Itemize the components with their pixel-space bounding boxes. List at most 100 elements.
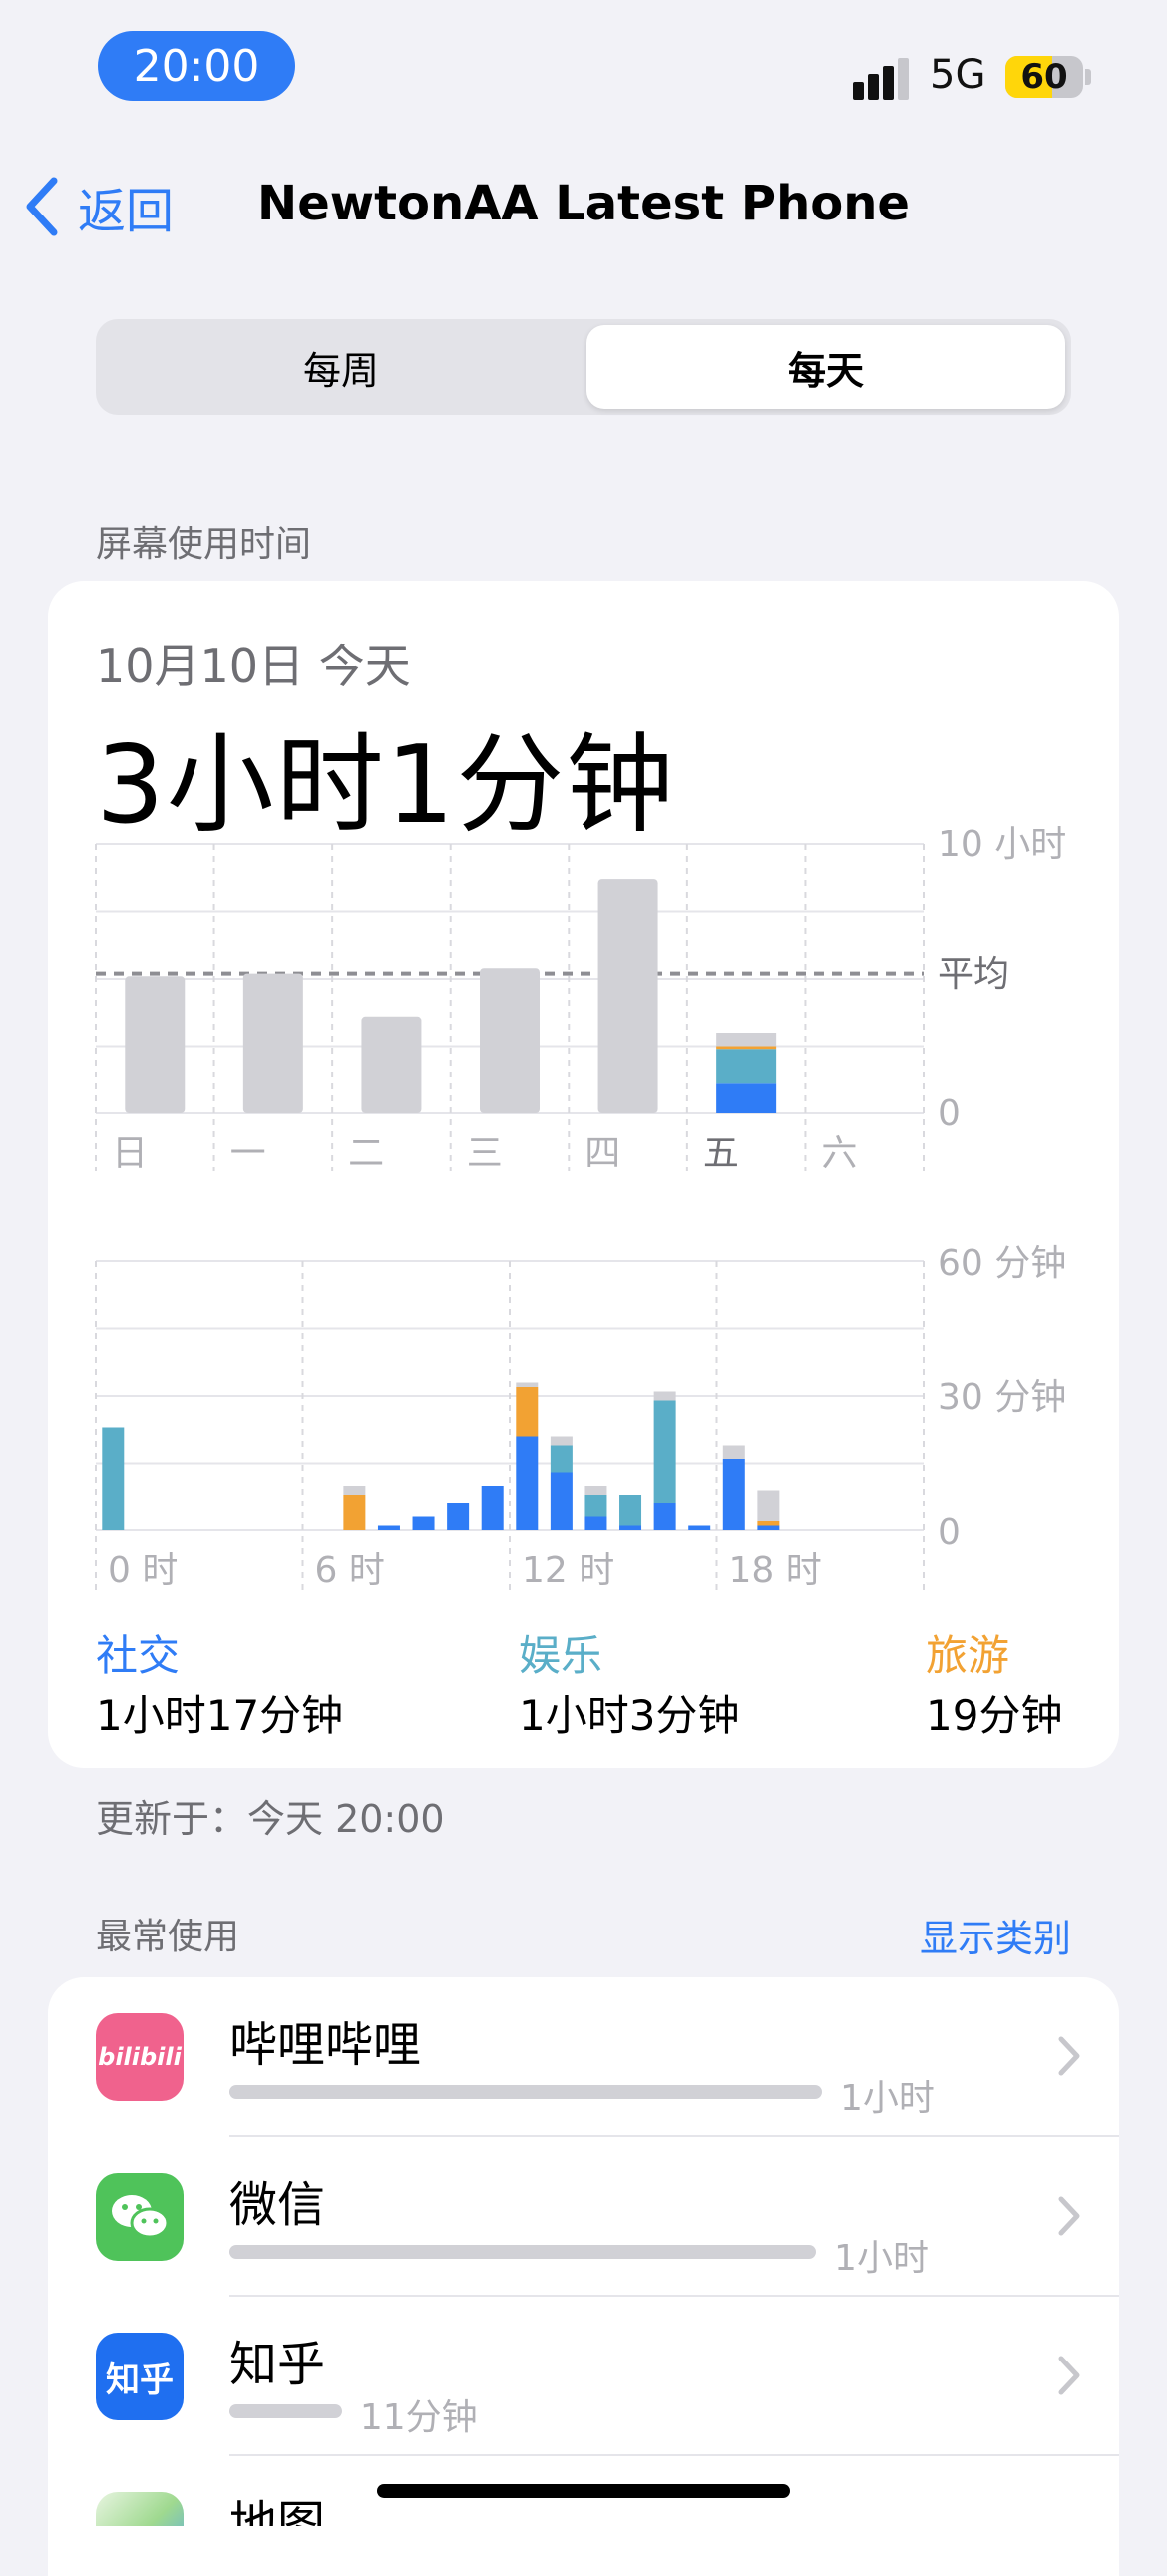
category-travel-label: 旅游: [926, 1631, 1010, 1680]
category-travel-time: 19分钟: [926, 1691, 1063, 1740]
bilibili-icon-text: bilibili: [98, 2043, 182, 2071]
page-title: NewtonAA Latest Phone: [257, 176, 910, 231]
hour-bar-segment-social: [447, 1503, 470, 1530]
hour-bar-segment-social: [653, 1503, 676, 1530]
week-bar-segment-travel: [716, 1046, 777, 1050]
segment-daily[interactable]: 每天: [586, 325, 1065, 409]
week-axis-avg: 平均: [938, 954, 1009, 995]
week-day-label: 三: [467, 1133, 503, 1174]
summary-date: 10月10日 今天: [96, 640, 411, 693]
category-social-label: 社交: [96, 1631, 181, 1680]
hourly-usage-chart[interactable]: 60 分钟 30 分钟 0 0 时 6 时 12 时 18 时: [0, 0, 1167, 1616]
week-bar: [480, 968, 540, 1113]
app-usage-time: 1小时: [840, 2078, 935, 2119]
hour-bar-segment-social: [412, 1516, 435, 1530]
hour-bar-segment-social: [516, 1436, 539, 1530]
week-axis-max: 10 小时: [938, 824, 1066, 865]
app-row-maps[interactable]: 地图: [48, 2456, 1119, 2526]
cellular-signal-icon: [853, 58, 913, 100]
app-row-zhihu[interactable]: 知乎 知乎 11分钟: [48, 2297, 1119, 2456]
back-button[interactable]: 返回: [24, 172, 174, 241]
hour-axis-max: 60 分钟: [938, 1243, 1066, 1284]
hour-bar-segment-other: [653, 1391, 676, 1401]
most-used-card: [48, 1977, 1119, 2576]
hour-bar-segment-entertainment: [550, 1445, 573, 1473]
app-name: 知乎: [229, 2337, 326, 2392]
summary-total: 3小时1分钟: [96, 723, 676, 848]
week-day-label: 四: [584, 1133, 620, 1174]
chevron-left-icon: [26, 177, 58, 236]
week-day-label: 一: [230, 1133, 266, 1174]
hour-bar-segment-social: [550, 1472, 573, 1530]
app-name: 哔哩哔哩: [229, 2017, 422, 2073]
hour-bar-segment-social: [757, 1525, 780, 1530]
week-day-label: 二: [348, 1133, 384, 1174]
hour-bar-segment-other: [550, 1436, 573, 1446]
week-bar: [125, 976, 186, 1113]
hour-bar-segment-social: [584, 1516, 607, 1530]
period-segmented-control: 每周 每天: [96, 319, 1071, 415]
wechat-icon: [96, 2173, 184, 2261]
app-name: 微信: [229, 2177, 326, 2233]
category-entertainment-time: 1小时3分钟: [519, 1691, 740, 1740]
hour-bar-segment-entertainment: [584, 1495, 607, 1517]
app-usage-bar: [229, 2085, 822, 2099]
hour-bar-segment-travel: [343, 1495, 366, 1530]
category-social-time: 1小时17分钟: [96, 1691, 344, 1740]
hour-bar-segment-other: [584, 1486, 607, 1495]
network-type: 5G: [930, 52, 986, 98]
app-row-wechat[interactable]: 微信 1小时: [48, 2137, 1119, 2297]
section-title-screen-time: 屏幕使用时间: [96, 524, 312, 565]
week-bar: [242, 973, 303, 1113]
app-row-bilibili[interactable]: bilibili 哔哩哔哩 1小时: [48, 1977, 1119, 2137]
chevron-right-icon: [1058, 2196, 1080, 2236]
app-usage-bar: [229, 2404, 342, 2418]
week-bar: [361, 1016, 422, 1113]
app-usage-bar: [229, 2245, 817, 2259]
week-bar-segment-entertainment: [716, 1049, 777, 1084]
hour-bar-segment-social: [722, 1459, 745, 1530]
hour-bar-segment-social: [481, 1486, 504, 1530]
week-bar: [597, 879, 658, 1113]
hour-axis-zero: 0: [938, 1512, 961, 1553]
show-categories-button[interactable]: 显示类别: [919, 1917, 1071, 1960]
app-name: 地图: [229, 2496, 326, 2526]
hour-bar-segment-other: [343, 1486, 366, 1495]
week-bar-segment-social: [716, 1083, 777, 1113]
chevron-right-icon: [1058, 2036, 1080, 2076]
app-usage-time: 11分钟: [359, 2397, 478, 2438]
hour-bar-segment-entertainment: [653, 1400, 676, 1503]
chevron-right-icon: [1058, 2356, 1080, 2395]
hour-bar-segment-travel: [757, 1521, 780, 1526]
hour-tick-label: 0 时: [108, 1550, 178, 1591]
status-time: 20:00: [98, 31, 295, 101]
hour-bar-segment-social: [619, 1525, 642, 1530]
battery-tip: [1085, 69, 1091, 85]
battery-level: 60: [1020, 57, 1068, 97]
hour-bar-segment-social: [377, 1525, 400, 1530]
row-divider: [229, 2454, 1119, 2456]
week-axis-zero: 0: [938, 1093, 961, 1134]
hour-axis-mid: 30 分钟: [938, 1377, 1066, 1418]
hour-bar-segment-travel: [516, 1387, 539, 1437]
hour-bar-segment-other: [722, 1445, 745, 1459]
bilibili-icon: bilibili: [96, 2013, 184, 2101]
week-day-label: 五: [703, 1133, 739, 1174]
back-label: 返回: [78, 184, 175, 239]
week-day-label: 六: [821, 1133, 857, 1174]
zhihu-icon-text: 知乎: [106, 2360, 174, 2400]
screen-time-card[interactable]: [48, 581, 1119, 1768]
home-indicator[interactable]: [377, 2484, 790, 2498]
hour-bar-segment-other: [516, 1382, 539, 1387]
weekly-usage-chart[interactable]: 10 小时 平均 0 日 一 二 三 四 五 六: [0, 0, 1167, 1197]
maps-icon: [96, 2492, 184, 2526]
hour-tick-label: 12 时: [522, 1550, 614, 1591]
hour-bar-segment-other: [757, 1490, 780, 1521]
wechat-bubbles-icon: [112, 2195, 170, 2239]
hour-bar-segment-social: [688, 1525, 711, 1530]
row-divider: [229, 2295, 1119, 2297]
hour-tick-label: 6 时: [315, 1550, 385, 1591]
section-title-most-used: 最常使用: [96, 1917, 240, 1957]
week-bar-segment-other: [716, 1033, 777, 1047]
segment-weekly[interactable]: 每周: [302, 348, 379, 393]
